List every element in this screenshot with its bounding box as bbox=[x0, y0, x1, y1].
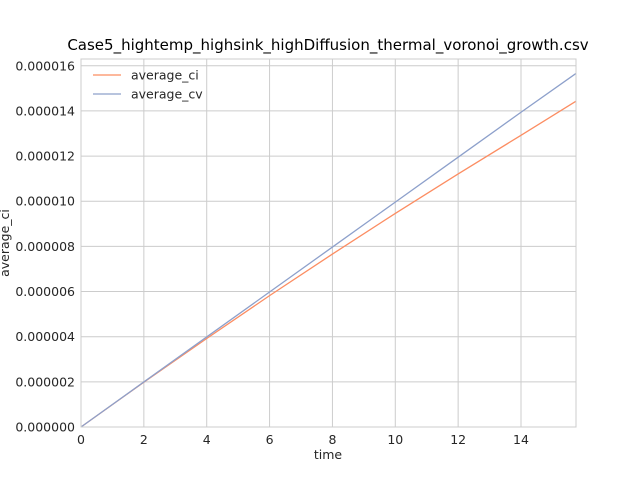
y-tick-label: 0.000012 bbox=[15, 149, 75, 164]
x-tick-label: 12 bbox=[450, 432, 466, 447]
y-tick-label: 0.000000 bbox=[15, 420, 75, 435]
y-tick-label: 0.000014 bbox=[15, 103, 75, 118]
x-tick-label: 2 bbox=[140, 432, 148, 447]
y-axis-label: average_ci bbox=[0, 209, 12, 277]
x-tick-label: 6 bbox=[266, 432, 274, 447]
series-layer bbox=[80, 72, 577, 428]
y-tick-label: 0.000010 bbox=[15, 194, 75, 209]
y-axis-ticks: 0.000000 0.000002 0.000004 0.000006 0.000008… bbox=[15, 58, 75, 434]
series-line-average_cv bbox=[80, 72, 577, 428]
x-axis-ticks: 0 2 4 6 8 10 12 14 bbox=[77, 432, 529, 447]
legend-label-average_ci: average_ci bbox=[131, 68, 199, 83]
x-tick-label: 4 bbox=[203, 432, 211, 447]
plot-frame bbox=[80, 58, 577, 428]
y-tick-label: 0.000006 bbox=[15, 284, 75, 299]
legend-label-average_cv: average_cv bbox=[131, 87, 203, 102]
y-tick-label: 0.000016 bbox=[15, 58, 75, 73]
x-tick-label: 0 bbox=[77, 432, 85, 447]
x-axis-label: time bbox=[314, 447, 343, 462]
chart-title: Case5_hightemp_highsink_highDiffusion_th… bbox=[67, 36, 588, 55]
legend: average_ci average_cv bbox=[93, 68, 203, 102]
y-tick-label: 0.000002 bbox=[15, 374, 75, 389]
y-tick-label: 0.000008 bbox=[15, 239, 75, 254]
grid-lines bbox=[80, 59, 576, 428]
y-tick-label: 0.000004 bbox=[15, 329, 75, 344]
x-tick-label: 8 bbox=[328, 432, 336, 447]
x-tick-label: 14 bbox=[513, 432, 529, 447]
x-tick-label: 10 bbox=[387, 432, 403, 447]
plot-background bbox=[81, 59, 576, 427]
